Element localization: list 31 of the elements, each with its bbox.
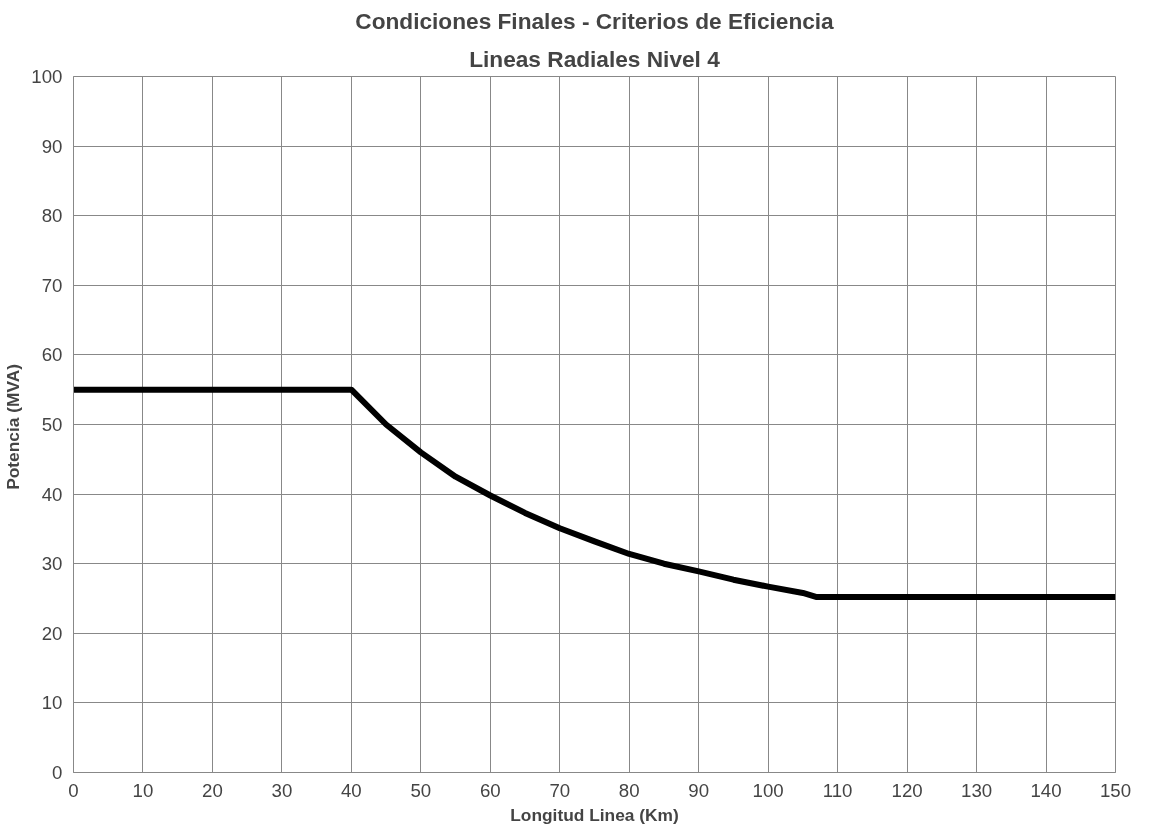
x-tick-label: 40	[340, 779, 362, 801]
y-tick-label: 20	[41, 622, 63, 644]
x-tick-label: 130	[961, 779, 993, 801]
y-tick-label: 90	[41, 135, 63, 157]
x-tick-label: 150	[1099, 779, 1132, 801]
chart-title: Condiciones Finales - Criterios de Eficiencia	[355, 7, 835, 34]
x-tick-label: 70	[549, 779, 571, 801]
x-tick-label: 10	[132, 779, 154, 801]
x-tick-label: 50	[410, 779, 432, 801]
y-tick-label: 0	[52, 762, 63, 783]
y-tick-label: 80	[41, 205, 63, 227]
y-tick-label: 60	[41, 344, 63, 366]
y-tick-label: 100	[31, 66, 63, 87]
x-axis-title: Longitud Linea (Km)	[510, 804, 679, 825]
x-tick-label: 0	[68, 779, 79, 801]
x-tick-label: 20	[202, 779, 223, 801]
x-tick-label: 90	[688, 779, 710, 801]
x-tick-label: 120	[891, 779, 923, 801]
chart-subtitle: Lineas Radiales Nivel 4	[469, 45, 721, 72]
x-tick-label: 110	[822, 779, 853, 801]
y-tick-label: 70	[41, 274, 63, 296]
y-tick-label: 30	[41, 553, 63, 575]
y-axis-title: Potencia (MVA)	[3, 363, 24, 490]
x-tick-label: 80	[618, 779, 640, 801]
x-tick-label: 60	[479, 779, 501, 801]
x-tick-label: 30	[271, 779, 293, 801]
y-tick-label: 50	[41, 414, 63, 435]
y-tick-label: 40	[41, 483, 63, 505]
x-tick-label: 140	[1030, 779, 1062, 801]
x-tick-label: 100	[752, 779, 784, 801]
y-tick-label: 10	[41, 692, 63, 714]
